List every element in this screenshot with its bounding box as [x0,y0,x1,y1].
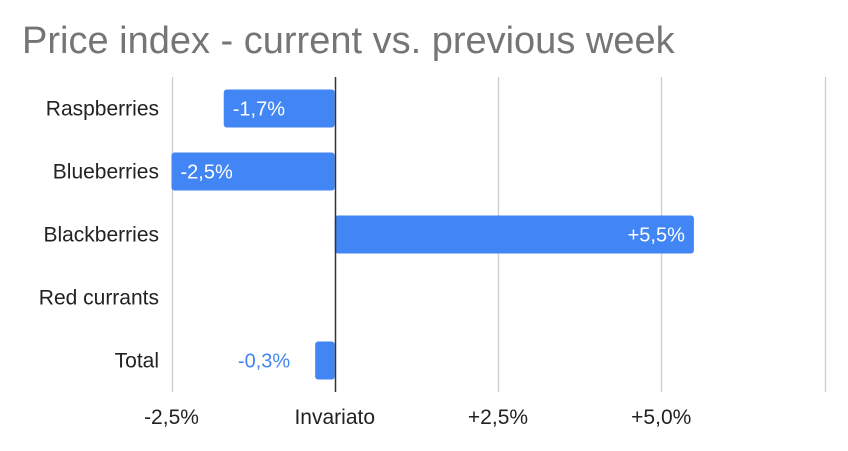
x-tick-label-2: +2,5% [468,406,528,429]
x-tick-label-1: Invariato [294,406,375,429]
category-label-2: Blackberries [43,224,159,247]
category-label-1: Blueberries [53,161,159,184]
x-tick-label-0: -2,5% [144,406,199,429]
bar-0 [223,89,335,128]
category-label-0: Raspberries [46,98,159,121]
data-label-1: -2,5% [181,162,233,184]
category-label-4: Total [115,350,159,373]
data-label-2: +5,5% [628,225,685,247]
chart-title: Price index - current vs. previous week [22,20,675,62]
x-tick-label-3: +5,0% [631,406,691,429]
bar-4 [315,341,335,380]
bar-1 [171,152,335,191]
data-label-4: -0,3% [238,351,290,373]
data-label-0: -1,7% [233,99,285,121]
category-label-3: Red currants [39,287,159,310]
bar-2 [334,215,694,254]
